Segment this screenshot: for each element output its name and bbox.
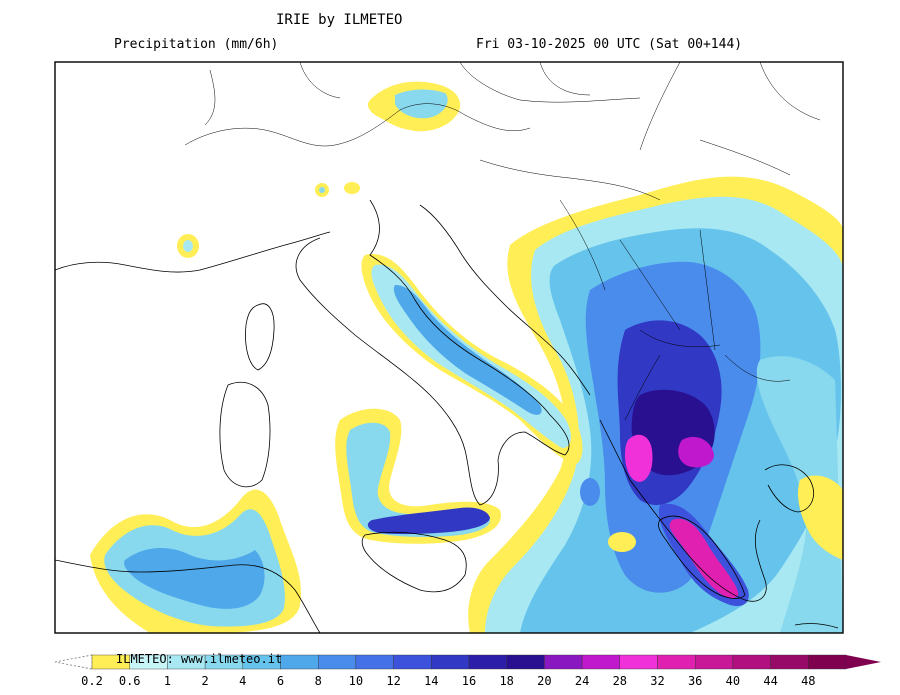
coast-islands-south [794, 623, 839, 629]
legend-tick-label: 8 [314, 674, 322, 688]
legend-tick-label: 4 [239, 674, 247, 688]
legend-tick-label: 18 [499, 674, 514, 688]
map-frame-border [54, 61, 844, 634]
legend-tick-label: 1 [163, 674, 172, 688]
legend-swatch [393, 654, 432, 670]
border-central-europe [204, 62, 681, 151]
legend-swatch [732, 654, 771, 670]
legend-credit: ILMETEO: www.ilmeteo.it [116, 652, 283, 666]
legend-tick-label: 12 [386, 674, 401, 688]
border-balkans [479, 159, 791, 421]
precip-legend-bar [54, 654, 881, 670]
border-east [699, 62, 821, 176]
valid-time: Fri 03-10-2025 00 UTC (Sat 00+144) [476, 37, 743, 52]
legend-arrow-right [846, 655, 881, 669]
precip-zone-tyrrhenian-cyan [346, 422, 491, 537]
legend-swatch [318, 654, 357, 670]
legend-swatch [355, 654, 394, 670]
legend-tick-label: 32 [650, 674, 665, 688]
precip-zone-aegean [756, 356, 843, 633]
precip-cell-swiss-core [319, 187, 325, 193]
legend-swatch [657, 654, 696, 670]
coast-adriatic-east [419, 204, 591, 396]
coast-north-africa [55, 559, 321, 633]
legend-swatch [468, 654, 507, 670]
legend-swatch [808, 654, 847, 670]
coast-corsica [245, 303, 275, 371]
coastlines [55, 199, 839, 633]
precip-cell-france-core [183, 240, 193, 252]
coast-sicily [361, 531, 467, 593]
legend-swatch [431, 654, 470, 670]
coast-aegean [764, 464, 814, 513]
legend-tick-label: 14 [424, 674, 439, 688]
precip-cell-lombardy [344, 182, 360, 194]
coast-sardinia [219, 381, 271, 488]
legend-tick-label: 48 [801, 674, 816, 688]
precip-zone-sicily-band [367, 507, 490, 535]
legend-swatch [581, 654, 620, 670]
map-title: IRIE by ILMETEO [276, 12, 403, 28]
legend-tick-label: 44 [763, 674, 778, 688]
legend-tick-label: 0.6 [118, 674, 141, 688]
legend-swatch [619, 654, 658, 670]
legend-tick-label: 10 [348, 674, 364, 688]
coast-peloponnese [658, 515, 746, 599]
legend-tick-label: 6 [276, 674, 285, 688]
coast-france-ligurian [55, 231, 331, 273]
precip-cell-ionian-blue [580, 478, 600, 506]
precip-zone-aegean-yellow [797, 475, 843, 560]
border-alps [184, 103, 531, 147]
legend-swatch [695, 654, 734, 670]
precip-cell-ionian-sea [608, 532, 636, 552]
precip-max-ionian [625, 434, 653, 482]
legend-tick-label: 16 [461, 674, 477, 688]
precip-zone-africa-blue [124, 548, 265, 609]
precip-field [90, 81, 843, 633]
legend-tick-label: 2 [201, 674, 209, 688]
legend-swatch [544, 654, 583, 670]
coast-greece-west [599, 419, 767, 602]
legend-tick-label: 0.2 [81, 674, 103, 688]
legend-swatch [506, 654, 545, 670]
precip-zone-apennine-blue [393, 285, 542, 415]
map-subtitle: Precipitation (mm/6h) [114, 37, 279, 52]
coast-italy [295, 199, 570, 506]
legend-tick-label: 20 [537, 674, 552, 688]
legend-tick-label: 28 [612, 674, 628, 688]
legend-tick-label: 24 [574, 674, 590, 688]
borders [184, 62, 821, 421]
precip-max-peloponnese [669, 518, 739, 598]
legend-tick-label: 36 [687, 674, 703, 688]
legend-swatch [280, 654, 319, 670]
legend-arrow-left [54, 654, 93, 670]
precip-max-epirus [678, 436, 714, 468]
legend-tick-label: 40 [725, 674, 741, 688]
legend-swatch [770, 654, 809, 670]
